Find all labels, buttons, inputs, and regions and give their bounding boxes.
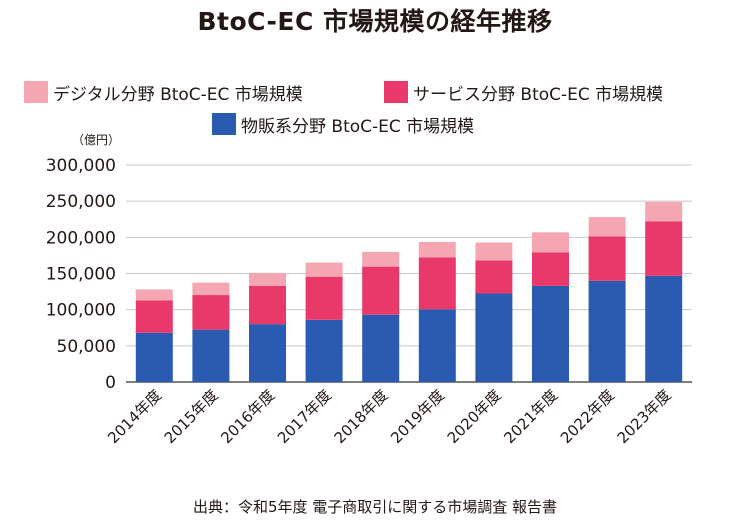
x-tick-label: 2014年度 — [104, 386, 165, 447]
legend-swatch-service — [384, 81, 408, 103]
bar-segment-digital — [135, 289, 173, 301]
legend-item-digital: デジタル分野 BtoC-EC 市場規模 — [24, 80, 303, 105]
legend-label-service: サービス分野 BtoC-EC 市場規模 — [413, 84, 664, 105]
y-tick-label: 50,000 — [57, 337, 116, 357]
bar-segment-goods — [362, 314, 400, 382]
bar-segment-digital — [475, 242, 513, 261]
bar-segment-service — [192, 295, 230, 330]
bar-segment-digital — [192, 282, 230, 296]
bar-segment-service — [249, 285, 286, 325]
y-tick-label: 300,000 — [46, 156, 116, 176]
source-note: 出典：令和5年度 電子商取引に関する市場調査 報告書 — [192, 498, 558, 516]
bar-segment-goods — [135, 332, 173, 382]
legend-label-digital: デジタル分野 BtoC-EC 市場規模 — [53, 84, 303, 105]
bar-segment-goods — [305, 319, 343, 382]
bar-segment-service — [135, 300, 173, 333]
x-tick-label: 2018年度 — [331, 386, 392, 447]
x-tick-label: 2023年度 — [614, 386, 675, 447]
x-tick-label: 2016年度 — [217, 386, 278, 447]
x-tick-label: 2020年度 — [444, 386, 505, 447]
bar-segment-goods — [645, 275, 683, 382]
legend-label-goods: 物販系分野 BtoC-EC 市場規模 — [241, 116, 475, 137]
bar-segment-service — [645, 221, 683, 276]
bar-segment-service — [362, 266, 400, 315]
bar-segment-goods — [588, 280, 626, 382]
bar-segment-service — [588, 236, 626, 281]
chart-plot: （億円） 0 50,000 100,000 150,000 200,000 250,000… — [46, 133, 692, 447]
x-tick-label: 2022年度 — [557, 386, 618, 447]
x-tick-label: 2015年度 — [161, 386, 222, 447]
bar-segment-goods — [249, 324, 286, 382]
bar-segment-digital — [362, 251, 400, 267]
chart-title: BtoC-EC 市場規模の経年推移 — [197, 7, 553, 36]
x-tick-label: 2017年度 — [274, 386, 335, 447]
legend-item-service: サービス分野 BtoC-EC 市場規模 — [384, 80, 664, 105]
bar-segment-goods — [192, 329, 230, 382]
y-tick-label: 150,000 — [46, 265, 116, 285]
bar-segment-digital — [249, 272, 286, 286]
y-tick-label: 250,000 — [46, 192, 116, 212]
legend-swatch-goods — [212, 113, 236, 135]
bar-segment-service — [418, 257, 456, 310]
bar-segment-service — [532, 252, 569, 286]
legend-item-goods: 物販系分野 BtoC-EC 市場規模 — [212, 112, 475, 137]
bar-segment-digital — [645, 201, 683, 222]
x-tick-label: 2019年度 — [387, 386, 448, 447]
y-tick-label: 200,000 — [46, 228, 116, 248]
bar-segment-digital — [418, 241, 456, 258]
bar-segment-service — [475, 260, 513, 294]
bar-segment-goods — [418, 309, 456, 382]
y-tick-label: 0 — [105, 373, 116, 393]
bar-segment-digital — [305, 262, 343, 277]
y-tick-label: 100,000 — [46, 301, 116, 321]
bar-segment-goods — [532, 285, 569, 382]
legend-swatch-digital — [24, 81, 48, 103]
bar-segment-goods — [475, 293, 513, 382]
bar-segment-digital — [532, 232, 569, 253]
bar-segment-digital — [588, 217, 626, 237]
bar-segment-service — [305, 276, 343, 320]
y-unit-label: （億円） — [72, 133, 120, 147]
x-tick-label: 2021年度 — [500, 386, 561, 447]
